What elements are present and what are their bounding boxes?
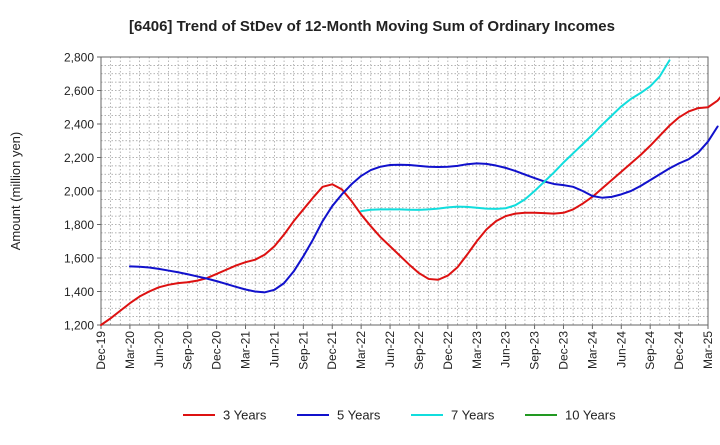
x-tick-label: Jun-23	[499, 331, 513, 368]
y-tick-label: 2,200	[64, 151, 94, 165]
x-tick-label: Dec-23	[556, 331, 570, 370]
y-tick-label: 2,400	[64, 118, 94, 132]
series-line-5-years	[128, 125, 719, 294]
x-tick-label: Dec-19	[94, 331, 108, 370]
x-tick-label: Mar-20	[123, 331, 137, 369]
legend-label-5-years: 5 Years	[337, 408, 381, 423]
x-tick-label: Dec-24	[672, 331, 686, 370]
y-axis-label: Amount (million yen)	[8, 132, 23, 251]
y-axis-ticks: 1,200 1,400 1,600 1,800 2,000 2,200 2,400 2,600…	[64, 51, 101, 333]
series-line-7-years	[360, 59, 671, 213]
y-tick-label: 1,600	[64, 252, 94, 266]
y-tick-label: 1,200	[64, 319, 94, 333]
legend-label-10-years: 10 Years	[565, 408, 616, 423]
chart-title: [6406] Trend of StDev of 12-Month Moving…	[129, 18, 615, 35]
x-tick-label: Sep-21	[296, 331, 310, 370]
x-tick-label: Mar-25	[701, 331, 715, 369]
x-tick-label: Mar-23	[470, 331, 484, 369]
x-tick-label: Jun-22	[383, 331, 397, 368]
x-tick-label: Mar-21	[239, 331, 253, 369]
x-tick-label: Dec-22	[441, 331, 455, 370]
x-tick-label: Jun-20	[152, 331, 166, 368]
x-tick-label: Mar-22	[354, 331, 368, 369]
legend-label-3-years: 3 Years	[223, 408, 267, 423]
x-tick-label: Sep-20	[181, 331, 195, 370]
x-tick-label: Dec-20	[210, 331, 224, 370]
x-axis-ticks: Dec-19 Mar-20 Jun-20 Sep-20 Dec-20 Mar-21 Jun-…	[94, 325, 715, 370]
legend-label-7-years: 7 Years	[451, 408, 495, 423]
x-tick-label: Sep-22	[412, 331, 426, 370]
x-tick-label: Sep-24	[643, 331, 657, 370]
x-tick-label: Dec-21	[325, 331, 339, 370]
x-tick-label: Jun-24	[614, 331, 628, 368]
y-tick-label: 2,800	[64, 51, 94, 65]
gridlines	[101, 57, 708, 325]
series-line-3-years	[100, 96, 720, 326]
x-tick-label: Jun-21	[267, 331, 281, 368]
x-tick-label: Sep-23	[528, 331, 542, 370]
y-tick-label: 1,800	[64, 218, 94, 232]
y-tick-label: 2,000	[64, 185, 94, 199]
y-tick-label: 2,600	[64, 84, 94, 98]
y-tick-label: 1,400	[64, 285, 94, 299]
legend: 3 Years 5 Years 7 Years 10 Years	[183, 408, 616, 423]
x-tick-label: Mar-24	[585, 331, 599, 369]
series-lines	[100, 59, 720, 326]
